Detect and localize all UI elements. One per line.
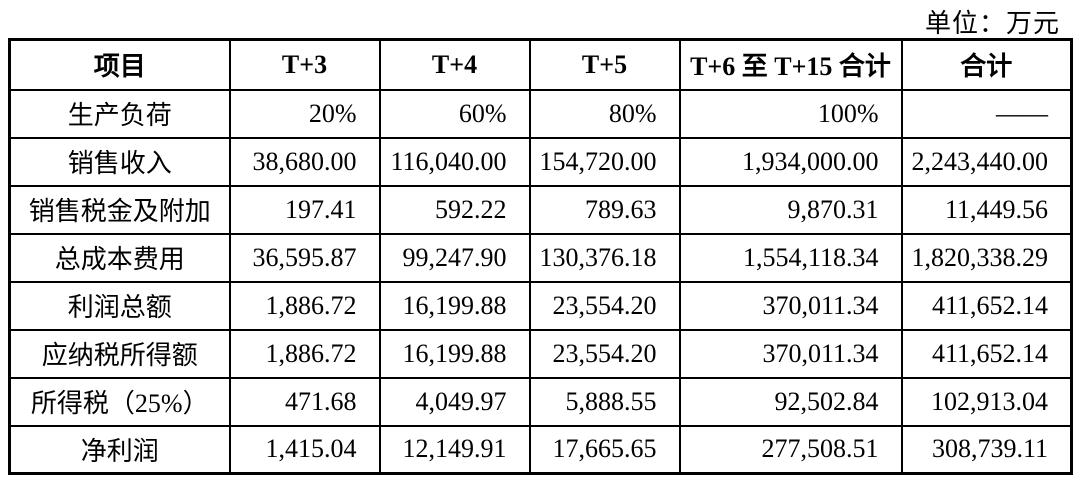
table-row-total-profit: 利润总额 1,886.72 16,199.88 23,554.20 370,01… (8, 280, 1073, 331)
cell-value: 4,049.97 (378, 376, 531, 427)
cell-value: 370,011.34 (678, 328, 903, 379)
table-header-row: 项目 T+3 T+4 T+5 T+6 至 T+15 合计 合计 (8, 38, 1073, 91)
cell-value: 17,665.65 (528, 424, 681, 475)
cell-value: 23,554.20 (528, 280, 681, 331)
table-row-total-cost: 总成本费用 36,595.87 99,247.90 130,376.18 1,5… (8, 232, 1073, 283)
table-row-taxable-income: 应纳税所得额 1,886.72 16,199.88 23,554.20 370,… (8, 328, 1073, 379)
cell-value: 197.41 (228, 184, 381, 235)
cell-value: 277,508.51 (678, 424, 903, 475)
row-label: 销售税金及附加 (8, 184, 231, 235)
row-label: 净利润 (8, 424, 231, 475)
cell-value: 102,913.04 (900, 376, 1073, 427)
cell-value: 5,888.55 (528, 376, 681, 427)
column-header-t6-t15-subtotal: T+6 至 T+15 合计 (678, 38, 903, 91)
cell-value: 370,011.34 (678, 280, 903, 331)
cell-value: 100% (678, 88, 903, 139)
cell-value: —— (900, 88, 1073, 139)
cell-value: 1,886.72 (228, 328, 381, 379)
cell-value: 308,739.11 (900, 424, 1073, 475)
cell-value: 11,449.56 (900, 184, 1073, 235)
table-row-net-profit: 净利润 1,415.04 12,149.91 17,665.65 277,508… (8, 424, 1073, 475)
cell-value: 592.22 (378, 184, 531, 235)
table-row-production-load: 生产负荷 20% 60% 80% 100% —— (8, 88, 1073, 139)
column-header-t4: T+4 (378, 38, 531, 91)
cell-value: 1,554,118.34 (678, 232, 903, 283)
row-label: 所得税（25%） (8, 376, 231, 427)
cell-value: 38,680.00 (228, 136, 381, 187)
cell-value: 411,652.14 (900, 280, 1073, 331)
cell-value: 411,652.14 (900, 328, 1073, 379)
column-header-t5: T+5 (528, 38, 681, 91)
row-label: 应纳税所得额 (8, 328, 231, 379)
cell-value: 23,554.20 (528, 328, 681, 379)
cell-value: 1,934,000.00 (678, 136, 903, 187)
column-header-item: 项目 (8, 38, 231, 91)
cell-value: 16,199.88 (378, 280, 531, 331)
unit-label: 单位：万元 (924, 9, 1060, 38)
cell-value: 1,415.04 (228, 424, 381, 475)
cell-value: 99,247.90 (378, 232, 531, 283)
cell-value: 16,199.88 (378, 328, 531, 379)
cell-value: 1,820,338.29 (900, 232, 1073, 283)
column-header-total: 合计 (900, 38, 1073, 91)
cell-value: 471.68 (228, 376, 381, 427)
cell-value: 20% (228, 88, 381, 139)
row-label: 总成本费用 (8, 232, 231, 283)
row-label: 销售收入 (8, 136, 231, 187)
row-label: 生产负荷 (8, 88, 231, 139)
table-row-income-tax: 所得税（25%） 471.68 4,049.97 5,888.55 92,502… (8, 376, 1073, 427)
table-row-sales-tax-surcharge: 销售税金及附加 197.41 592.22 789.63 9,870.31 11… (8, 184, 1073, 235)
cell-value: 1,886.72 (228, 280, 381, 331)
cell-value: 789.63 (528, 184, 681, 235)
cell-value: 9,870.31 (678, 184, 903, 235)
cell-value: 36,595.87 (228, 232, 381, 283)
cell-value: 130,376.18 (528, 232, 681, 283)
cell-value: 2,243,440.00 (900, 136, 1073, 187)
financial-forecast-table: 项目 T+3 T+4 T+5 T+6 至 T+15 合计 合计 生产负荷 20%… (8, 38, 1073, 475)
cell-value: 154,720.00 (528, 136, 681, 187)
table-row-sales-revenue: 销售收入 38,680.00 116,040.00 154,720.00 1,9… (8, 136, 1073, 187)
column-header-t3: T+3 (228, 38, 381, 91)
cell-value: 80% (528, 88, 681, 139)
cell-value: 116,040.00 (378, 136, 531, 187)
cell-value: 92,502.84 (678, 376, 903, 427)
row-label: 利润总额 (8, 280, 231, 331)
cell-value: 60% (378, 88, 531, 139)
cell-value: 12,149.91 (378, 424, 531, 475)
